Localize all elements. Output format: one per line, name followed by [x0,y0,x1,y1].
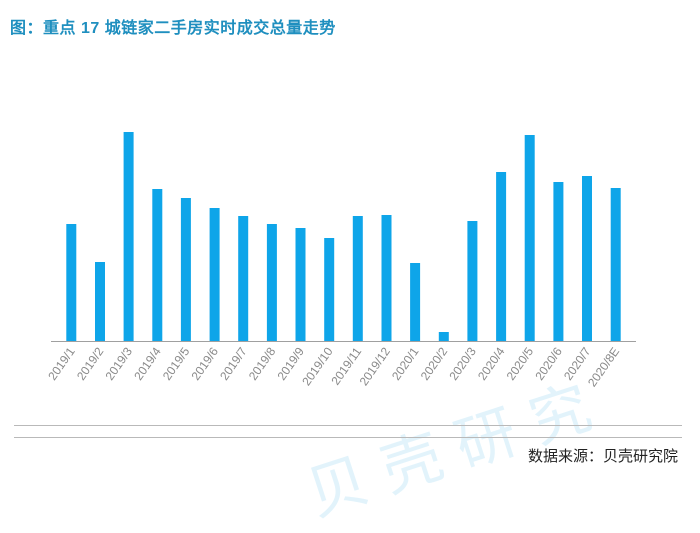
x-tick-label: 2019/1 [45,344,78,382]
bar-2019-7 [238,216,249,341]
bar-2020-3 [467,221,478,341]
x-tick-label: 2019/4 [131,344,164,382]
footer-divider-bottom [14,437,682,438]
x-tick-label: 2019/6 [189,344,222,382]
bar-2019-9 [295,228,306,341]
bar-2019-4 [152,189,163,341]
bar-2019-10 [324,238,335,341]
footer-divider-top [14,425,682,426]
bar-chart: 2019/12019/22019/32019/42019/52019/62019… [45,132,636,389]
bar-2019-2 [95,262,105,341]
bar-2020-5 [524,135,535,341]
bars-group [66,132,621,341]
bar-2020-4 [496,172,507,341]
bar-2019-1 [66,224,77,341]
x-tick-label: 2019/2 [74,344,107,382]
x-tick-label: 2019/8 [246,344,279,382]
x-tick-label: 2019/5 [160,344,193,382]
source-note: 数据来源：贝壳研究院 [527,448,678,465]
bar-2020-2 [438,332,449,341]
bar-2020-7 [582,176,592,341]
x-tick-label: 2019/7 [217,344,250,382]
bar-2020-1 [410,263,421,341]
bar-2019-3 [123,132,134,341]
x-tick-label: 2019/12 [357,344,394,388]
x-tick-label: 2020/1 [389,344,422,382]
bar-2019-5 [180,198,191,341]
bar-2020-6 [553,182,564,341]
bar-2019-11 [352,216,363,341]
bar-2019-8 [266,224,277,341]
x-tick-label: 2019/3 [103,344,136,382]
bar-2019-12 [381,215,392,341]
x-tick-label: 2020/2 [418,344,451,382]
x-tick-label: 2020/4 [475,344,508,382]
x-tick-label: 2020/3 [446,344,479,382]
bar-2019-6 [209,208,220,341]
page-title: 图：重点 17 城链家二手房实时成交总量走势 [10,20,336,37]
bar-2020-8E [610,188,621,341]
